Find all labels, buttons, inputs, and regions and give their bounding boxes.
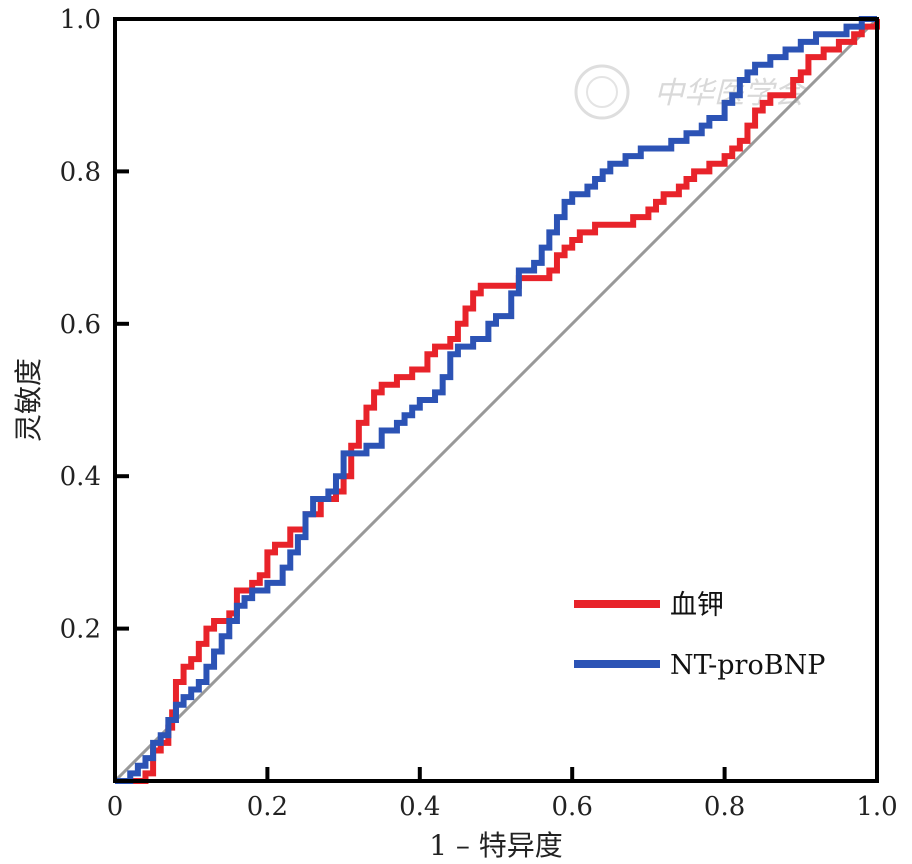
- x-tick-label: 1.0: [856, 792, 897, 822]
- watermark: 中华医学会: [574, 64, 807, 120]
- y-tick-label: 1.0: [60, 5, 101, 35]
- watermark-seal-inner: [586, 76, 618, 108]
- y-axis-title: 灵敏度: [12, 358, 45, 442]
- y-tick-label: 0.6: [60, 310, 101, 340]
- legend-label-ntprobnp: NT-proBNP: [670, 650, 825, 681]
- roc-curve-ntprobnp: [115, 16, 877, 784]
- x-tick-label: 0.2: [247, 792, 288, 822]
- y-tick-label: 0.8: [60, 157, 101, 187]
- x-tick-label: 0.8: [704, 792, 745, 822]
- roc-curve-potassium: [115, 19, 880, 784]
- x-axis-title: 1 – 特异度: [429, 829, 563, 862]
- axis-ticks: 0 0.2 0.4 0.6 0.8 1.0 0.2 0.4 0.6 0.8 1.0: [60, 5, 898, 822]
- watermark-seal-icon: [574, 64, 630, 120]
- x-tick-label: 0.4: [399, 792, 440, 822]
- legend: 血钾 NT-proBNP: [574, 590, 825, 681]
- x-tick-label: 0.6: [552, 792, 593, 822]
- plot-area: [113, 16, 880, 784]
- y-tick-label: 0.2: [60, 615, 101, 645]
- legend-label-potassium: 血钾: [670, 590, 724, 621]
- x-tick-label: 0: [107, 792, 124, 822]
- y-tick-label: 0.4: [60, 462, 101, 492]
- plot-frame: [113, 17, 879, 783]
- reference-diagonal-line: [113, 17, 879, 783]
